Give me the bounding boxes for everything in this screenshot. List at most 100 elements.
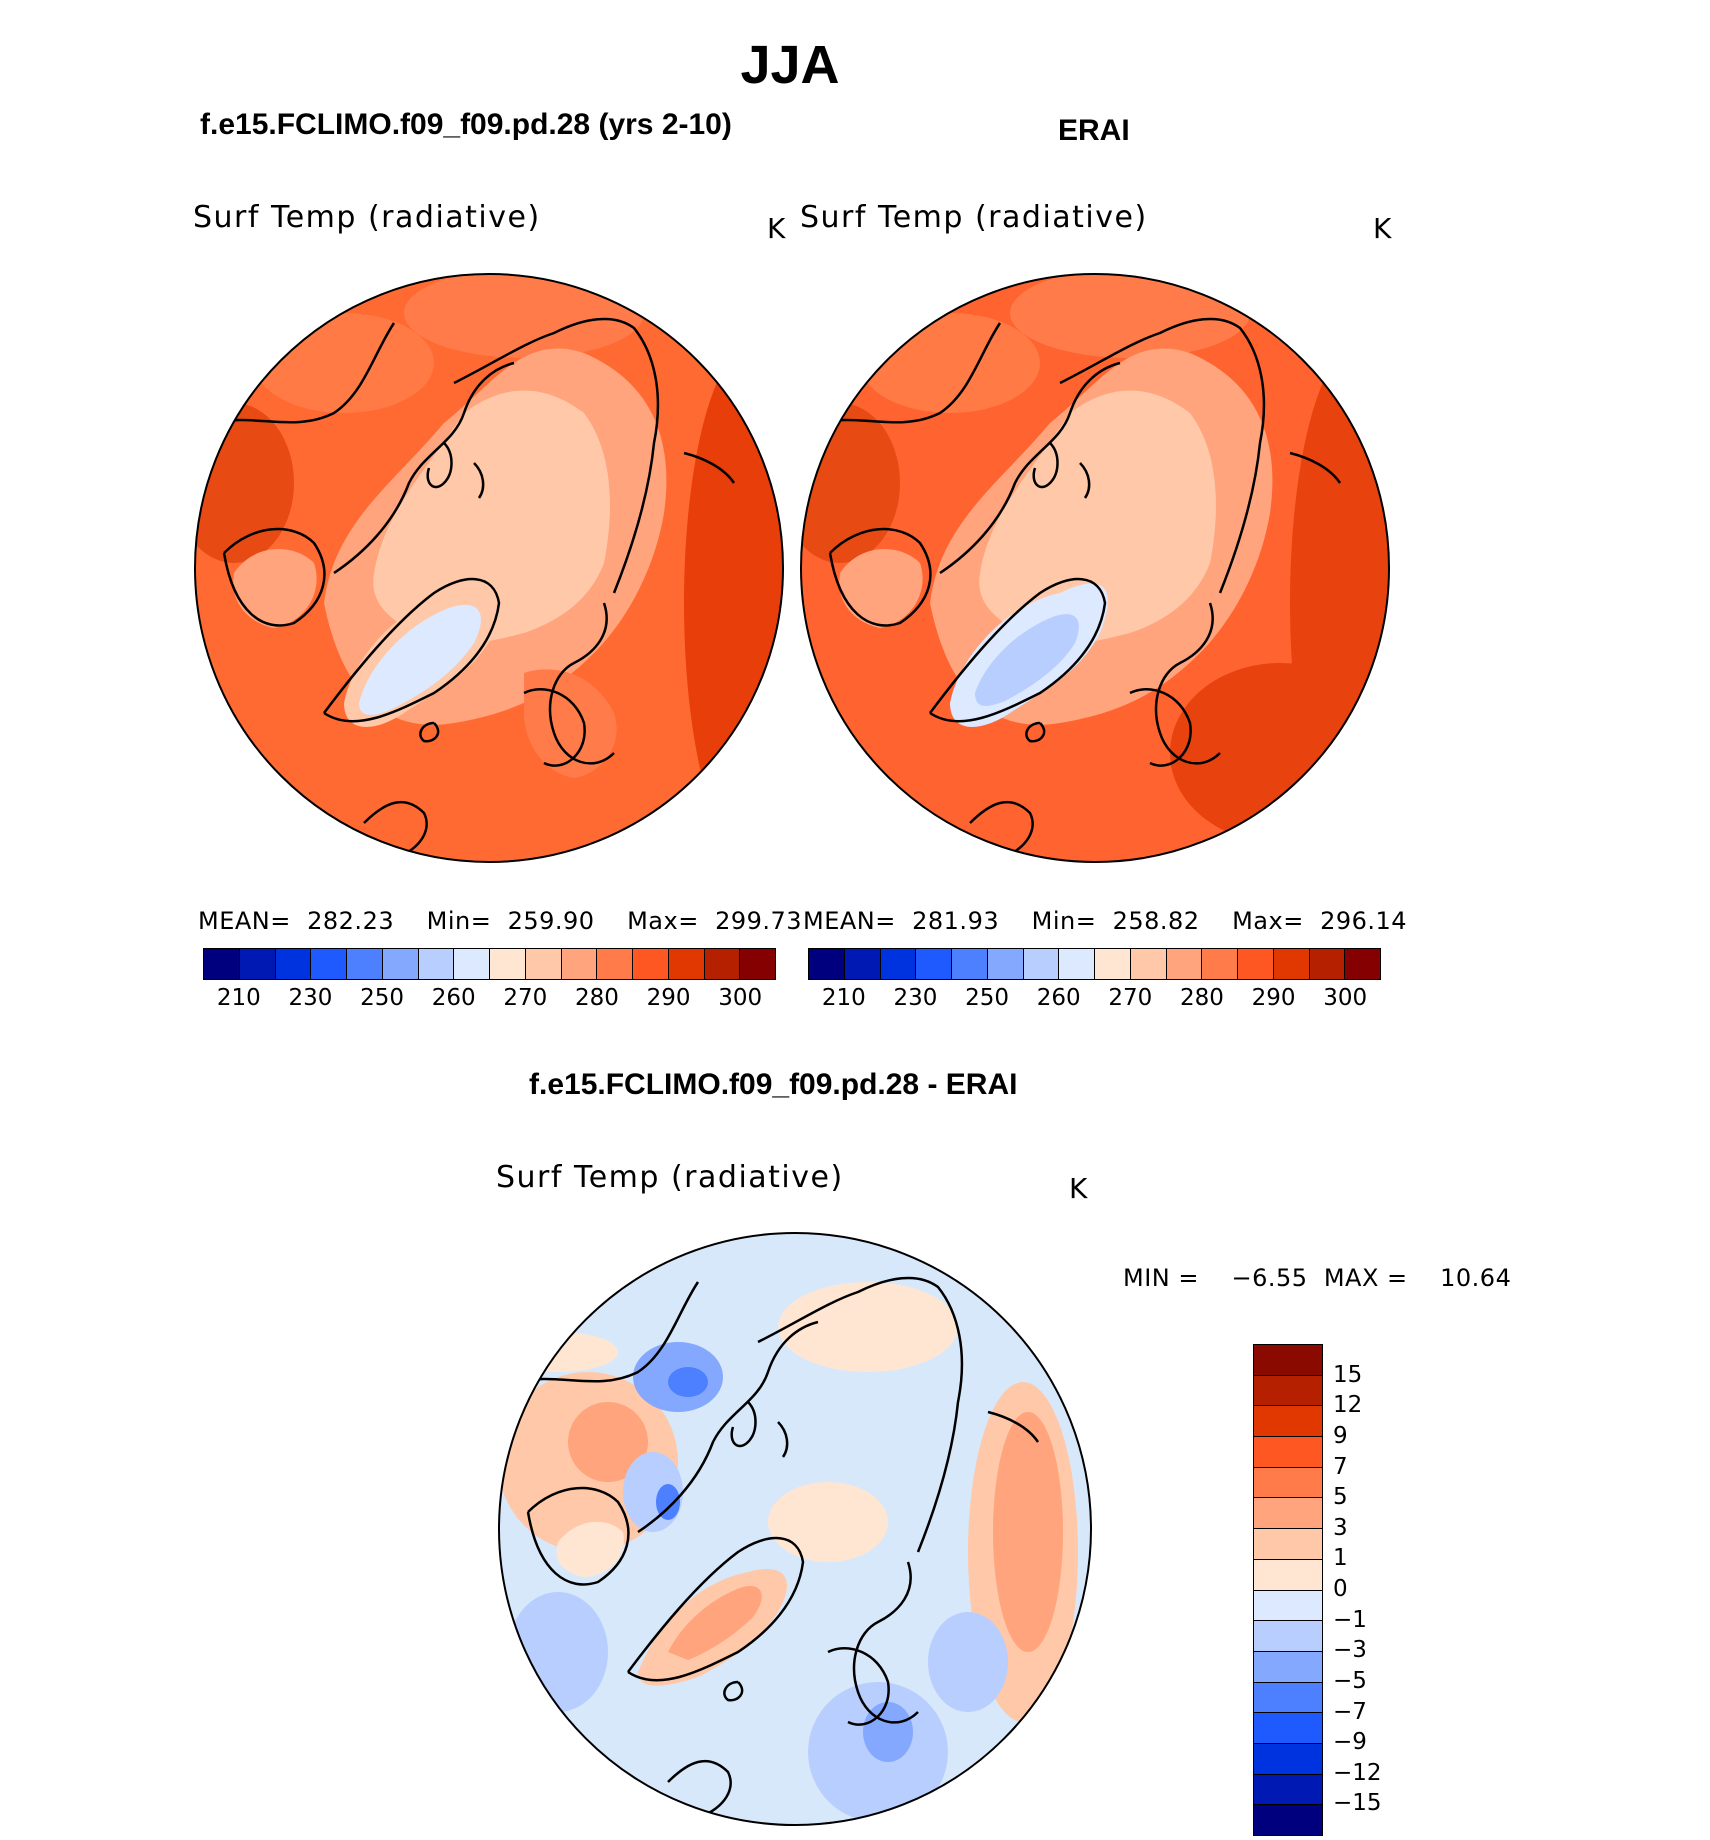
stats-obs: MEAN= 281.93 Min= 258.82 Max= 296.14 — [803, 907, 1407, 935]
colorbar-tick-label: 270 — [503, 985, 548, 1011]
colorbar-labels-model: 210 230 250 260 270 280 290 300 — [203, 985, 776, 1015]
polar-map-obs — [800, 273, 1390, 863]
colorbar-box — [1254, 1682, 1322, 1714]
min-label: Min= — [1031, 907, 1097, 935]
max-label: Max= — [627, 907, 699, 935]
colorbar-box — [987, 949, 1024, 979]
case-title-obs: ERAI — [1058, 114, 1130, 147]
colorbar-tick-label: 12 — [1333, 1392, 1363, 1419]
colorbar-tick-label: −9 — [1333, 1729, 1367, 1756]
max-label: MAX = — [1323, 1264, 1408, 1292]
colorbar-tick-label: 1 — [1333, 1545, 1348, 1572]
colorbar-tick-label: 300 — [1323, 985, 1368, 1011]
colorbar-tick-label: 300 — [718, 985, 763, 1011]
max-value: 299.73 — [715, 907, 803, 935]
colorbar-tick-label: 210 — [821, 985, 866, 1011]
colorbar-box — [311, 949, 347, 979]
colorbar-box — [347, 949, 383, 979]
colorbar-box — [880, 949, 917, 979]
stats-model: MEAN= 282.23 Min= 259.90 Max= 299.73 — [198, 907, 802, 935]
colorbar-box — [1273, 949, 1310, 979]
colorbar-box — [1254, 1743, 1322, 1775]
colorbar-tick-label: 270 — [1108, 985, 1153, 1011]
colorbar-box — [275, 949, 312, 979]
max-label: Max= — [1232, 907, 1304, 935]
colorbar-box — [1254, 1805, 1322, 1835]
colorbar-tick-label: 5 — [1333, 1484, 1348, 1511]
colorbar-box — [1166, 949, 1203, 979]
colorbar-box — [1254, 1437, 1322, 1468]
colorbar-box — [1254, 1774, 1322, 1806]
colorbar-tick-label: 280 — [574, 985, 619, 1011]
colorbar-tick-label: 0 — [1333, 1576, 1348, 1602]
colorbar-tick-label: 3 — [1333, 1514, 1348, 1541]
colorbar-box — [952, 949, 988, 979]
colorbar-box — [844, 949, 881, 979]
colorbar-tick-label: 230 — [893, 985, 938, 1011]
colorbar-box — [1130, 949, 1167, 979]
figure-title: JJA — [740, 35, 840, 95]
colorbar-box — [490, 949, 526, 979]
units-label-diff: K — [1069, 1172, 1088, 1205]
polar-map-model — [194, 273, 784, 863]
max-value: 10.64 — [1440, 1264, 1512, 1292]
units-label-model: K — [767, 212, 786, 245]
colorbar-box — [1254, 1713, 1322, 1744]
colorbar-box — [561, 949, 598, 979]
max-value: 296.14 — [1320, 907, 1408, 935]
colorbar-box — [1023, 949, 1060, 979]
colorbar-tick-label: −12 — [1333, 1759, 1382, 1786]
colorbar-tick-label: 290 — [1251, 985, 1296, 1011]
colorbar-tick-label: 15 — [1333, 1361, 1363, 1388]
colorbar-box — [1254, 1651, 1322, 1683]
colorbar-box — [1202, 949, 1238, 979]
variable-label-diff: Surf Temp (radiative) — [496, 1160, 844, 1195]
colorbar-box — [418, 949, 455, 979]
colorbar-labels-obs: 210 230 250 260 270 280 290 300 — [808, 985, 1381, 1015]
min-label: MIN = — [1123, 1264, 1199, 1292]
min-label: Min= — [426, 907, 492, 935]
colorbar-tick-label: 9 — [1333, 1422, 1348, 1449]
colorbar-model — [203, 948, 776, 980]
mean-label: MEAN= — [198, 907, 291, 935]
min-value: −6.55 — [1231, 1264, 1308, 1292]
case-title-model: f.e15.FCLIMO.f09_f09.pd.28 (yrs 2-10) — [200, 108, 732, 141]
mean-label: MEAN= — [803, 907, 896, 935]
colorbar-box — [454, 949, 490, 979]
colorbar-tick-label: 7 — [1333, 1453, 1348, 1480]
colorbar-box — [633, 949, 669, 979]
colorbar-box — [1254, 1406, 1322, 1438]
colorbar-box — [1254, 1375, 1322, 1407]
variable-label-model: Surf Temp (radiative) — [193, 200, 541, 235]
colorbar-tick-label: −15 — [1333, 1790, 1382, 1817]
colorbar-box — [740, 949, 775, 979]
minmax-diff: MIN = −6.55 MAX = 10.64 — [1123, 1264, 1511, 1292]
colorbar-box — [1059, 949, 1095, 979]
colorbar-box — [1254, 1529, 1322, 1560]
colorbar-box — [1254, 1590, 1322, 1622]
colorbar-tick-label: −7 — [1333, 1698, 1367, 1725]
colorbar-tick-label: 250 — [360, 985, 405, 1011]
colorbar-box — [525, 949, 562, 979]
colorbar-box — [1254, 1621, 1322, 1652]
colorbar-box — [1095, 949, 1131, 979]
polar-map-diff — [498, 1232, 1092, 1826]
colorbar-box — [668, 949, 705, 979]
colorbar-box — [1309, 949, 1346, 979]
variable-label-obs: Surf Temp (radiative) — [800, 200, 1148, 235]
colorbar-box — [382, 949, 419, 979]
mean-value: 281.93 — [912, 907, 1000, 935]
colorbar-tick-label: 260 — [1036, 985, 1081, 1011]
colorbar-box — [916, 949, 952, 979]
colorbar-box — [204, 949, 240, 979]
colorbar-box — [704, 949, 741, 979]
colorbar-diff — [1253, 1344, 1323, 1836]
colorbar-box — [1254, 1345, 1322, 1376]
colorbar-labels-diff: 15 12 9 7 5 3 1 0 −1 −3 −5 −7 −9 −12 −15 — [1333, 1344, 1453, 1834]
case-title-diff: f.e15.FCLIMO.f09_f09.pd.28 - ERAI — [529, 1068, 1018, 1101]
colorbar-box — [1254, 1498, 1322, 1530]
colorbar-box — [1254, 1467, 1322, 1499]
colorbar-tick-label: 210 — [216, 985, 261, 1011]
colorbar-tick-label: 290 — [646, 985, 691, 1011]
colorbar-box — [1238, 949, 1274, 979]
